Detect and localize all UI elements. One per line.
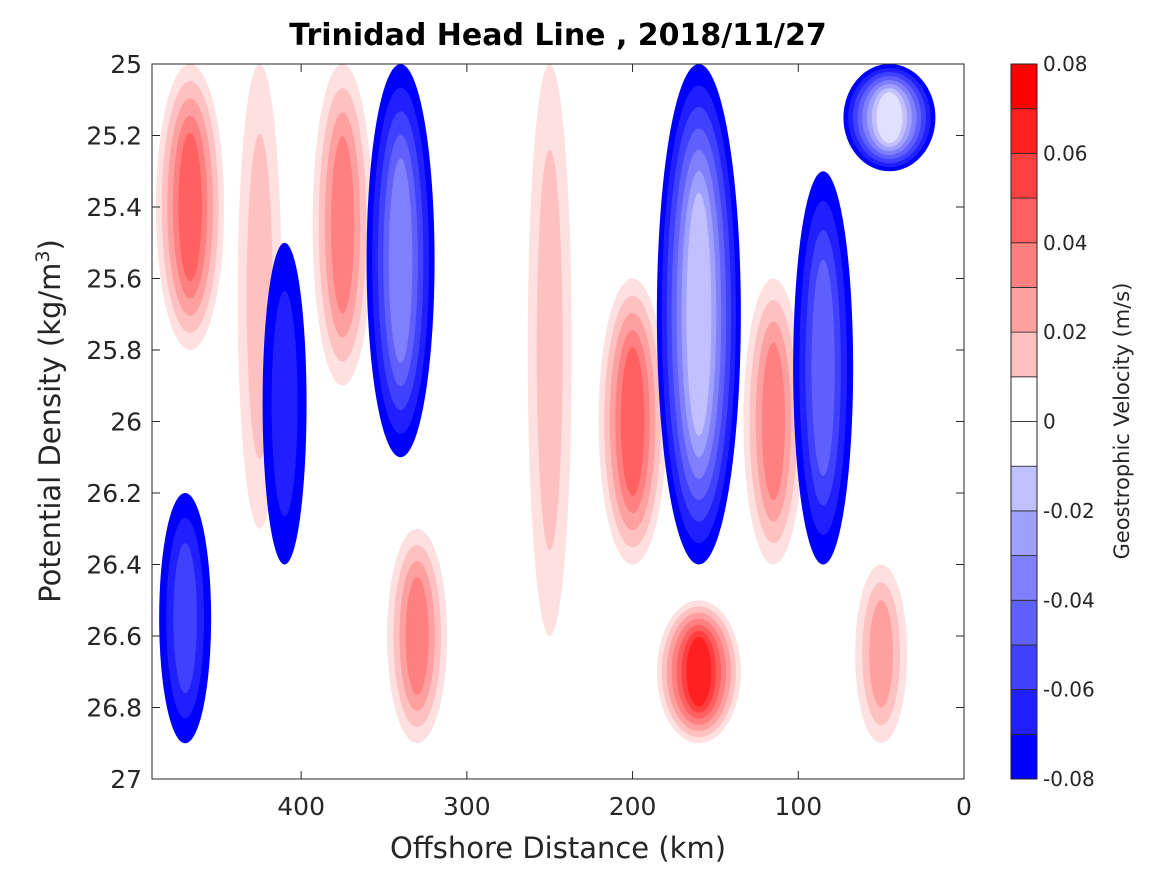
- contour-band-pos-2: [536, 149, 563, 551]
- colorbar-band: [1010, 555, 1038, 601]
- colorbar-band: [1010, 689, 1038, 735]
- colorbar-band: [1010, 242, 1038, 288]
- y-axis-label-text: Potential Density (kg/m: [33, 263, 67, 603]
- contour-feature-14: [159, 493, 212, 744]
- colorbar: 0.08 0.06 0.04 0.02 0 -0.02 -0.04 -0.06 -0.08: [1010, 52, 1095, 791]
- contour-feature-5: [366, 64, 435, 458]
- colorbar-band: [1010, 733, 1038, 780]
- colorbar-tick-label: -0.06: [1043, 678, 1095, 702]
- y-tick-label: 25: [110, 50, 142, 79]
- colorbar-band: [1010, 421, 1038, 467]
- contour-feature-11: [843, 64, 936, 172]
- y-axis-label-superscript: 3: [32, 250, 54, 262]
- y-tick-label: 26.8: [86, 694, 142, 723]
- y-axis-label: Potential Density (kg/m3): [32, 239, 67, 603]
- contour-band-pos-5: [178, 132, 202, 282]
- contour-feature-3: [262, 242, 307, 565]
- colorbar-tick-label: 0.06: [1043, 141, 1088, 165]
- y-axis: 25 25.2 25.4 25.6 25.8 26 26.2 26.4 26.6 26.8 27: [86, 50, 964, 794]
- contour-band-pos-4: [761, 342, 785, 501]
- contour-feature-6: [527, 64, 572, 636]
- x-tick-label: 300: [443, 792, 491, 821]
- y-axis-label-close: ): [33, 239, 67, 250]
- contour-band-neg-5: [388, 158, 413, 363]
- colorbar-tick-label: -0.02: [1043, 499, 1095, 523]
- contour-feature-4: [312, 64, 373, 386]
- colorbar-band: [1010, 197, 1038, 244]
- colorbar-frame: [1010, 63, 1038, 780]
- contour-feature-10: [793, 171, 854, 565]
- colorbar-tick-label: -0.08: [1043, 767, 1095, 791]
- colorbar-band: [1010, 644, 1038, 691]
- contour-band-pos-3: [869, 600, 893, 708]
- colorbar-band: [1010, 108, 1038, 154]
- x-tick-label: 100: [774, 792, 822, 821]
- contour-fills: [156, 64, 936, 744]
- y-tick-label: 25.6: [86, 265, 142, 294]
- y-tick-label: 26.2: [86, 479, 142, 508]
- y-tick-label: 26.6: [86, 622, 142, 651]
- contour-feature-9: [743, 278, 804, 565]
- colorbar-tick-label: -0.04: [1043, 588, 1095, 612]
- contour-feature-1: [156, 64, 225, 350]
- contour-band-pos-4: [331, 136, 355, 314]
- colorbar-band: [1010, 599, 1038, 646]
- y-tick-label: 26.4: [86, 551, 142, 580]
- x-tick-label: 0: [956, 792, 972, 821]
- y-tick-label: 27: [110, 765, 142, 794]
- colorbar-label: Geostrophic Velocity (m/s): [1110, 283, 1134, 560]
- contour-band-pos-5: [620, 347, 645, 496]
- contour-feature-8: [656, 64, 741, 565]
- contour-feature-12: [387, 528, 448, 744]
- colorbar-tick-label: 0: [1043, 410, 1056, 434]
- contour-band-neg-2: [271, 291, 298, 517]
- contour-feature-13: [656, 600, 741, 744]
- colorbar-tick-label: 0.04: [1043, 231, 1088, 255]
- y-tick-label: 25.2: [86, 122, 142, 151]
- y-tick-label: 25.8: [86, 336, 142, 365]
- colorbar-tick-label: 0.02: [1043, 320, 1088, 344]
- colorbar-band: [1010, 152, 1038, 199]
- contour-band-neg-7: [686, 192, 712, 436]
- x-tick-label: 200: [609, 792, 657, 821]
- x-axis: 400 300 200 100 0: [277, 64, 972, 821]
- contour-band-neg-3: [173, 543, 197, 694]
- contour-band-neg-4: [811, 259, 835, 477]
- contour-feature-7: [598, 278, 667, 565]
- contour-band-neg-8: [876, 92, 903, 144]
- colorbar-band: [1010, 287, 1038, 333]
- x-tick-label: 400: [277, 792, 325, 821]
- y-tick-label: 25.4: [86, 193, 142, 222]
- colorbar-band: [1010, 510, 1038, 556]
- contour-band-pos-7: [686, 637, 712, 707]
- colorbar-band: [1010, 63, 1038, 110]
- contour-band-pos-4: [405, 577, 429, 695]
- x-axis-label: Offshore Distance (km): [390, 831, 726, 865]
- colorbar-band: [1010, 376, 1038, 422]
- colorbar-band: [1010, 465, 1038, 512]
- y-tick-label: 26: [110, 408, 142, 437]
- colorbar-band: [1010, 331, 1038, 378]
- colorbar-tick-label: 0.08: [1043, 52, 1088, 76]
- chart-title: Trinidad Head Line , 2018/11/27: [289, 18, 827, 53]
- contour-feature-15: [855, 564, 908, 744]
